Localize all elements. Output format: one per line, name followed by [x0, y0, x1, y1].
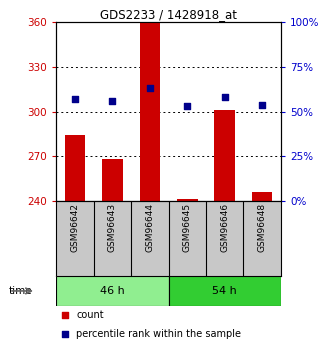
Text: percentile rank within the sample: percentile rank within the sample	[76, 329, 241, 339]
Bar	[252, 192, 273, 201]
Text: 46 h: 46 h	[100, 286, 125, 296]
Point	[63, 312, 68, 318]
Text: GSM96646: GSM96646	[220, 203, 229, 252]
Text: GSM96643: GSM96643	[108, 203, 117, 252]
Bar	[214, 110, 235, 201]
Point	[222, 95, 227, 100]
Title: GDS2233 / 1428918_at: GDS2233 / 1428918_at	[100, 8, 237, 21]
Point	[260, 102, 265, 107]
Bar	[102, 159, 123, 201]
Text: time: time	[9, 286, 33, 296]
Bar	[56, 276, 169, 306]
Bar	[140, 22, 160, 201]
Text: GSM96642: GSM96642	[70, 203, 79, 252]
Bar	[177, 199, 197, 201]
Point	[72, 96, 77, 102]
Text: GSM96648: GSM96648	[258, 203, 267, 252]
Point	[110, 98, 115, 104]
Text: GSM96645: GSM96645	[183, 203, 192, 252]
Point	[63, 331, 68, 337]
Bar	[65, 136, 85, 201]
Text: count: count	[76, 310, 104, 320]
Bar	[169, 276, 281, 306]
Point	[147, 86, 152, 91]
Point	[185, 104, 190, 109]
Text: GSM96644: GSM96644	[145, 203, 154, 252]
Text: 54 h: 54 h	[212, 286, 237, 296]
